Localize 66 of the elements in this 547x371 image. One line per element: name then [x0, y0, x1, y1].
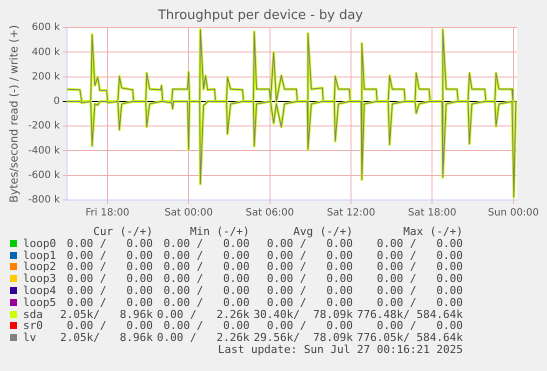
text: 0.00 / 0.00: [266, 296, 354, 309]
legend-label: lv: [22, 331, 38, 344]
y-tick-label: 0: [53, 96, 60, 108]
text: 0.00 / 0.00: [66, 248, 154, 262]
y-tick-label: 400 k: [32, 46, 60, 58]
text: 0.00 / 0.00: [66, 296, 154, 309]
text: Avg (-/+): [292, 225, 354, 238]
text: 0.00 / 0.00: [376, 248, 464, 262]
text: 2.05k/ 8.96k: [59, 308, 154, 321]
legend-label: loop2: [22, 260, 58, 274]
text: 0.00 / 0.00: [66, 284, 154, 297]
text: Cur (-/+): [92, 225, 154, 238]
x-tick-label: Sat 12:00: [326, 208, 376, 219]
text: 0.00 / 0.00: [266, 236, 354, 250]
text: 0.00 / 0.00: [66, 260, 154, 274]
legend-label: sda: [22, 308, 43, 321]
text: 0.00 / 0.00: [162, 284, 251, 297]
text: 0.00 / 0.00: [376, 284, 464, 297]
text: 0.00 / 0.00: [266, 260, 354, 274]
y-tick-label: 200 k: [32, 71, 60, 82]
text: 0.00 / 0.00: [376, 319, 464, 332]
text: 0.00 / 0.00: [162, 236, 251, 250]
chart-title: Throughput per device - by day: [156, 8, 364, 24]
text: 0.00 / 0.00: [266, 284, 354, 297]
text: 29.56k/ 78.09k: [252, 331, 354, 344]
text: 0.00 / 0.00: [266, 248, 354, 262]
x-tick-label: Fri 18:00: [85, 208, 130, 219]
legend-label: loop1: [22, 248, 58, 262]
x-tick-label: Sat 06:00: [246, 208, 294, 219]
text: 0.00 / 0.00: [162, 296, 251, 309]
y-tick-label: -800 k: [28, 194, 60, 206]
text: 776.05k/ 584.64k: [356, 331, 464, 344]
text: 0.00 / 0.00: [376, 272, 464, 286]
text: 0.00 / 0.00: [162, 260, 251, 274]
legend-label: loop5: [22, 296, 58, 309]
legend-label: loop0: [22, 236, 58, 250]
text: 0.00 / 0.00: [266, 319, 354, 332]
text: 0.00 / 0.00: [66, 272, 154, 286]
x-tick-label: Sun 00:00: [488, 208, 539, 219]
legend-label: sr0: [22, 319, 44, 332]
text: 0.00 / 0.00: [162, 319, 251, 332]
text: Max (-/+): [402, 225, 464, 238]
text: 0.00 / 0.00: [266, 272, 354, 286]
y-tick-label: -400 k: [28, 145, 60, 156]
text: 0.00 / 0.00: [376, 296, 464, 309]
text: 30.40k/ 78.09k: [252, 308, 354, 321]
y-axis-title: Bytes/second read (-) / write (+): [7, 24, 20, 203]
legend-label: loop4: [22, 284, 58, 297]
text: 0.00 / 0.00: [66, 236, 154, 250]
x-tick-label: Sat 18:00: [408, 208, 456, 219]
text: Last update: Sun Jul 27 00:16:21 2025: [216, 342, 464, 356]
text: 0.00 / 0.00: [376, 260, 464, 274]
text: 2.05k/ 8.96k: [59, 331, 154, 344]
y-tick-label: -600 k: [28, 170, 60, 181]
text: 0.00 / 0.00: [376, 236, 464, 250]
text: 0.00 / 2.26k: [156, 308, 251, 321]
text: 0.00 / 0.00: [66, 319, 154, 332]
y-tick-label: 600 k: [32, 22, 60, 34]
x-tick-label: Sat 00:00: [164, 208, 213, 219]
legend-label: loop3: [22, 272, 58, 286]
text: 0.00 / 0.00: [162, 272, 251, 286]
text: 0.00 / 0.00: [162, 248, 251, 262]
text: Min (-/+): [188, 225, 251, 238]
text: 776.48k/ 584.64k: [356, 308, 464, 321]
text: 0.00 / 2.26k: [156, 331, 251, 344]
y-tick-label: -200 k: [28, 120, 60, 132]
